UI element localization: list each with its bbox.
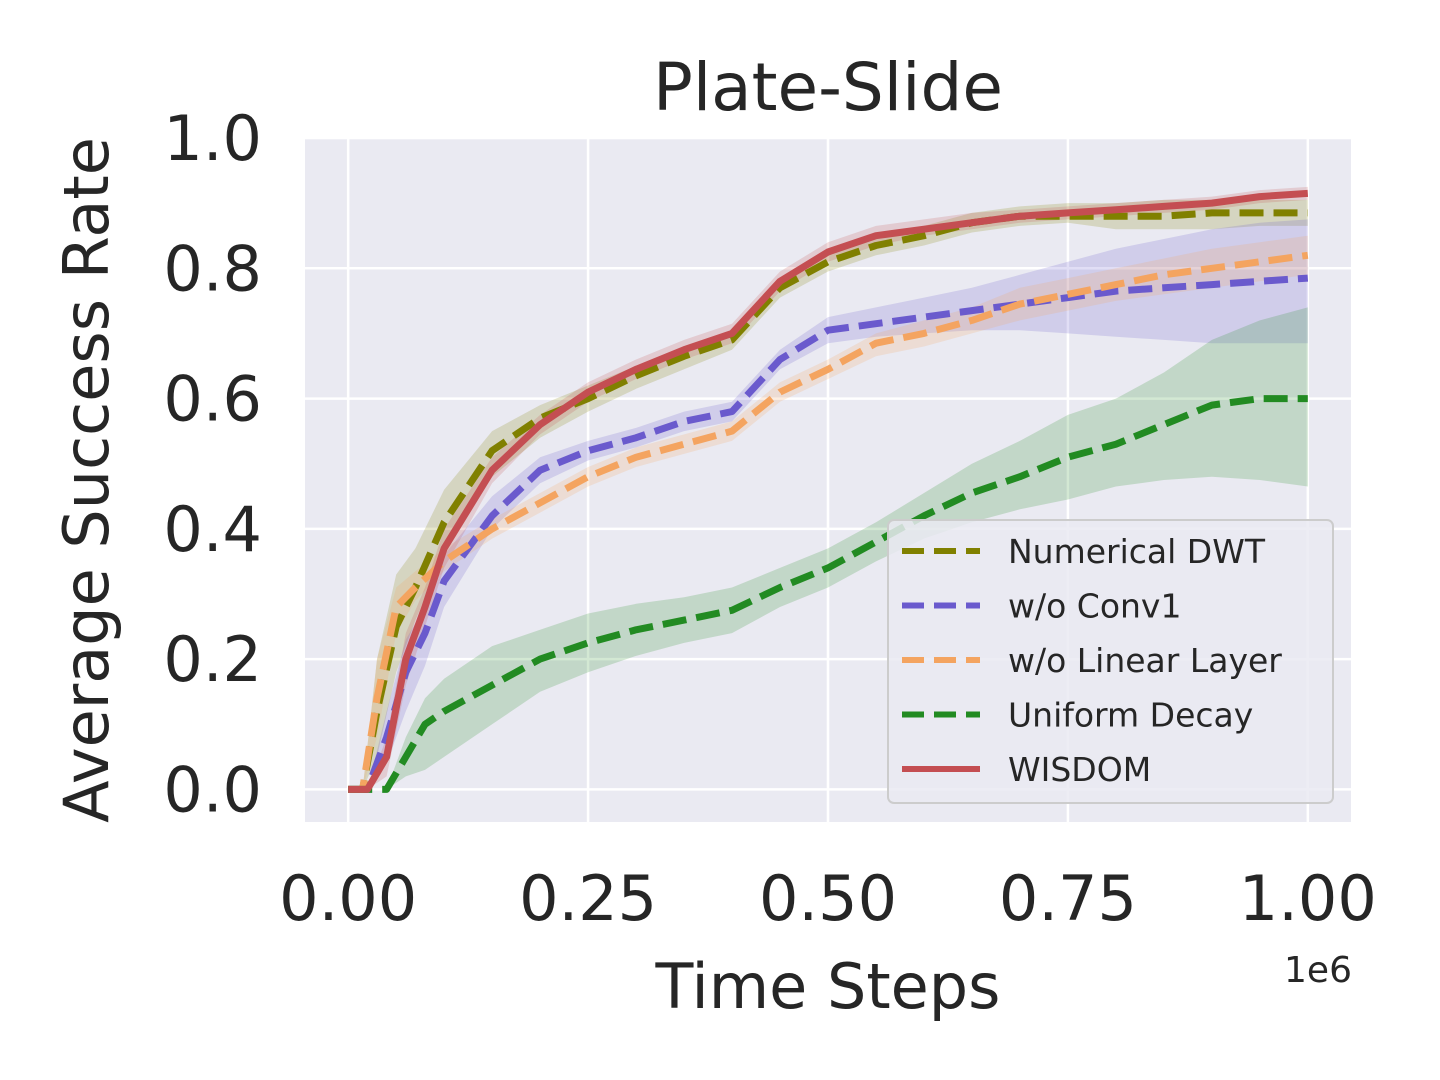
legend: Numerical DWT w/o Conv1 w/o Linear Layer Un… bbox=[887, 519, 1334, 804]
x-tick-label: 0.50 bbox=[759, 862, 897, 935]
y-tick-label: 1.0 bbox=[163, 102, 262, 175]
band-w-o-linear-layer bbox=[348, 235, 1308, 790]
x-offset-label: 1e6 bbox=[1284, 950, 1352, 991]
y-axis-label: Average Success Rate bbox=[50, 137, 123, 823]
legend-label-uniform-decay: Uniform Decay bbox=[1008, 696, 1253, 735]
y-tick-label: 0.0 bbox=[163, 753, 262, 826]
x-axis-label: Time Steps bbox=[655, 950, 1001, 1023]
tick-labels: 0.00 0.25 0.50 0.75 1.00 0.0 0.2 0.4 0.6 0.8 1.0 bbox=[163, 102, 1376, 935]
x-tick-label: 0.25 bbox=[519, 862, 657, 935]
band-uniform-decay bbox=[348, 307, 1308, 790]
series-line-w-o-linear-layer bbox=[348, 251, 1309, 793]
y-tick-label: 0.6 bbox=[163, 363, 262, 436]
x-tick-label: 0.00 bbox=[279, 862, 417, 935]
y-tick-label: 0.8 bbox=[163, 232, 262, 305]
x-tick-label: 1.00 bbox=[1239, 862, 1377, 935]
chart-title: Plate-Slide bbox=[653, 49, 1003, 126]
series-lines bbox=[348, 189, 1309, 793]
series-line-wisdom bbox=[348, 189, 1309, 793]
legend-label-numerical-dwt: Numerical DWT bbox=[1008, 532, 1266, 571]
series-line-w-o-conv1 bbox=[348, 274, 1309, 793]
legend-label-w-o-linear-layer: w/o Linear Layer bbox=[1008, 641, 1282, 680]
y-tick-label: 0.4 bbox=[163, 493, 262, 566]
series-line-uniform-decay bbox=[348, 395, 1308, 793]
x-tick-label: 0.75 bbox=[999, 862, 1137, 935]
legend-label-w-o-conv1: w/o Conv1 bbox=[1008, 587, 1181, 626]
y-tick-label: 0.2 bbox=[163, 623, 262, 696]
legend-label-wisdom: WISDOM bbox=[1008, 750, 1151, 789]
legend-box bbox=[887, 519, 1334, 804]
